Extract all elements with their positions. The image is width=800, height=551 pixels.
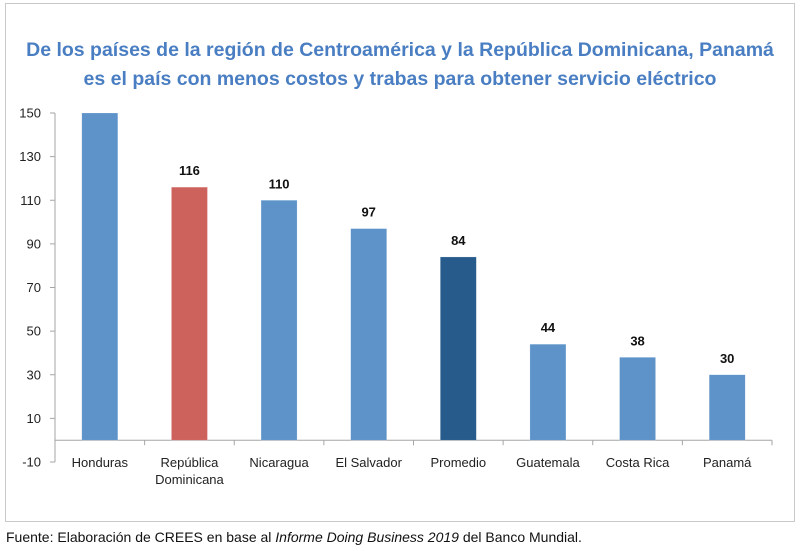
source-footnote: Fuente: Elaboración de CREES en base al … (6, 529, 582, 545)
data-label: 116 (179, 163, 200, 178)
x-category-label: República (161, 455, 220, 470)
y-tick-label: 50 (27, 324, 41, 339)
data-label: 84 (451, 233, 466, 248)
chart-frame (5, 3, 795, 522)
x-category-label: Dominicana (155, 472, 224, 487)
x-category-label: El Salvador (335, 455, 402, 470)
y-tick-label: 110 (20, 193, 41, 208)
footnote-suffix: del Banco Mundial. (458, 529, 582, 545)
bar-promedio (440, 256, 477, 441)
x-category-label: Honduras (72, 455, 129, 470)
y-tick-label: 130 (19, 149, 41, 164)
data-label: 44 (541, 320, 556, 335)
data-label: 97 (361, 205, 375, 220)
x-category-label: Promedio (430, 455, 486, 470)
bars (81, 112, 746, 441)
y-tick-label: 150 (19, 106, 41, 121)
data-label: 30 (720, 351, 734, 366)
y-tick-label: 10 (27, 411, 41, 426)
bar-el-salvador (350, 228, 387, 441)
bar-panamá (708, 374, 746, 441)
chart-title-line-1: De los países de la región de Centroamér… (26, 39, 774, 61)
bar-república-dominicana (171, 186, 208, 441)
data-label: 110 (269, 176, 290, 191)
y-tick-label: 90 (27, 236, 41, 251)
y-tick-label: 30 (27, 367, 41, 382)
bar-honduras (81, 112, 119, 441)
x-category-label: Guatemala (516, 455, 580, 470)
labels: 150 130 110 90 70 50 30 10 -10 Honduras 116 Repúbli… (19, 106, 752, 488)
chart-title-line-2: es el país con menos costos y trabas par… (83, 68, 717, 90)
x-category-label: Nicaragua (249, 455, 309, 470)
footnote-report-title: Informe Doing Business 2019 (275, 529, 459, 545)
footnote-prefix: Fuente: Elaboración de CREES en base al (6, 529, 276, 545)
axes (50, 112, 773, 463)
x-category-label: Panamá (703, 455, 752, 470)
bar-costa-rica (619, 357, 656, 441)
data-label: 38 (630, 333, 644, 348)
bar-guatemala (529, 343, 567, 441)
chart-title: De los países de la región de Centroamér… (0, 36, 800, 94)
bar-nicaragua (260, 200, 298, 441)
y-tick-label: -10 (22, 455, 41, 470)
x-category-label: Costa Rica (606, 455, 670, 470)
y-tick-label: 70 (27, 280, 41, 295)
